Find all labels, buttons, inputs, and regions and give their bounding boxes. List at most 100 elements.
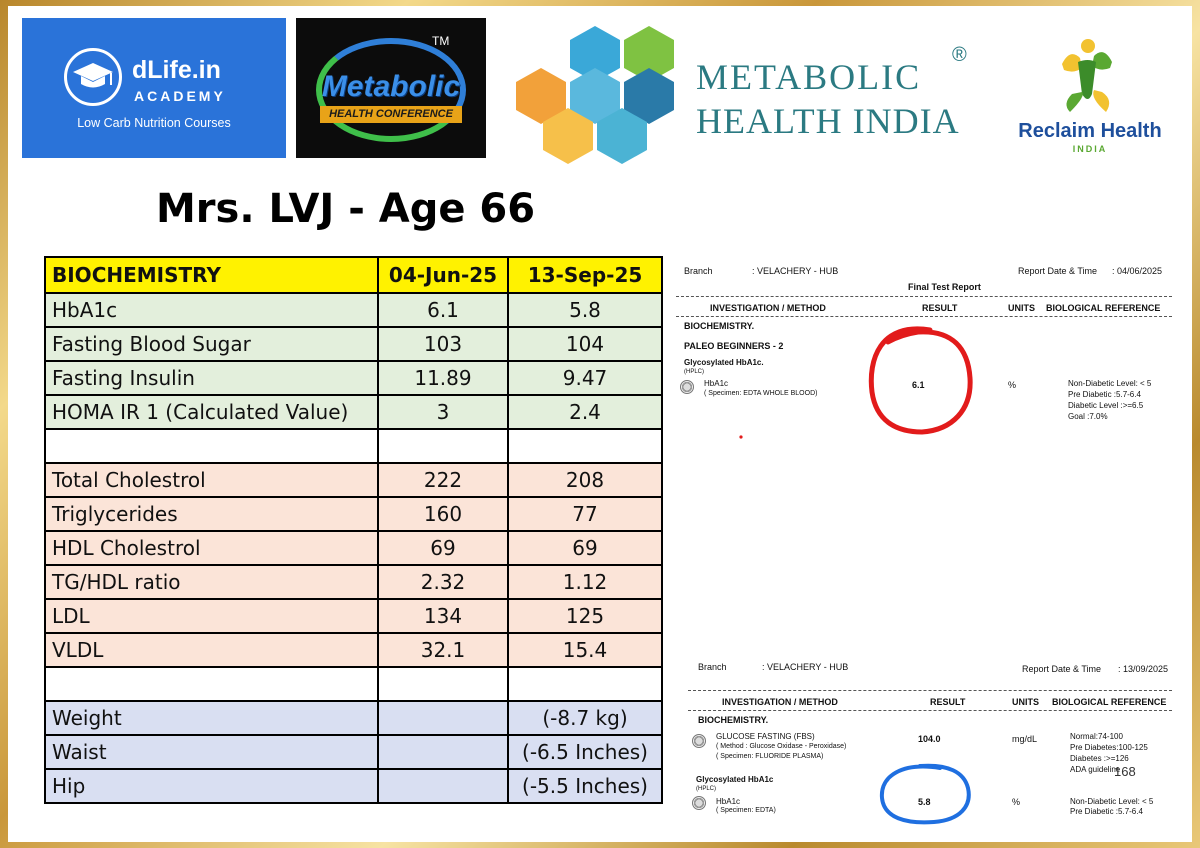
test-group: Glycosylated HbA1c (696, 775, 774, 784)
table-cell: 77 (507, 496, 663, 532)
table-cell (377, 666, 509, 702)
table-cell (44, 666, 379, 702)
report-date-label: Report Date & Time (1018, 266, 1098, 276)
patient-title: Mrs. LVJ - Age 66 (156, 186, 536, 232)
table-row: Waist (-6.5 Inches) (44, 734, 663, 770)
ref-line: Diabetic Level :>=6.5 (1068, 401, 1144, 410)
red-mark-dot (739, 435, 743, 439)
table-cell: Weight (44, 700, 379, 736)
strong-figure-icon (1062, 39, 1112, 112)
conference-title: Metabolic (321, 70, 461, 103)
table-cell: 2.32 (377, 564, 509, 600)
test-method: (HPLC) (684, 369, 705, 375)
dashed-rule (676, 296, 1172, 297)
dashed-rule (688, 690, 1172, 691)
trademark-mark: TM (432, 34, 450, 48)
table-row (44, 428, 663, 464)
test-name: HbA1c (716, 797, 741, 806)
report-date-value: : 04/06/2025 (1112, 266, 1163, 276)
package-name: PALEO BEGINNERS - 2 (684, 341, 784, 351)
branch-label: Branch (698, 662, 727, 672)
table-row (44, 666, 663, 702)
conference-subtitle: HEALTH CONFERENCE (320, 106, 462, 123)
table-cell: Total Cholestrol (44, 462, 379, 498)
result-unit: mg/dL (1012, 734, 1038, 744)
table-cell: Fasting Blood Sugar (44, 326, 379, 362)
col-bio-ref: BIOLOGICAL REFERENCE (1046, 303, 1161, 313)
table-row: Hip (-5.5 Inches) (44, 768, 663, 804)
test-group: Glycosylated HbA1c. (684, 358, 764, 367)
ref-line: ADA guideline (1070, 765, 1121, 774)
ref-line: Goal :7.0% (1068, 412, 1108, 421)
lab-seal-icon (680, 380, 694, 394)
col-units: UNITS (1012, 697, 1039, 707)
reclaim-name: Reclaim Health (1018, 120, 1162, 142)
table-row: VLDL 32.1 15.4 (44, 632, 663, 668)
report-date-label: Report Date & Time (1022, 664, 1102, 674)
reclaim-health-logo: Reclaim Health INDIA (1010, 30, 1170, 156)
dlife-academy: ACADEMY (134, 88, 226, 104)
table-row: HbA1c 6.1 5.8 (44, 292, 663, 328)
table-cell (377, 768, 509, 804)
table-cell: 134 (377, 598, 509, 634)
graduation-cap-icon (64, 48, 122, 106)
table-row: Fasting Blood Sugar 103 104 (44, 326, 663, 362)
table-cell (44, 428, 379, 464)
table-row: Total Cholestrol 222 208 (44, 462, 663, 498)
dashed-rule (688, 710, 1172, 711)
test-method: ( Method : Glucose Oxidase - Peroxidase) (716, 743, 847, 750)
metabolic-health-india-emblem (508, 26, 688, 164)
table-cell: VLDL (44, 632, 379, 668)
table-cell: (-5.5 Inches) (507, 768, 663, 804)
table-cell (377, 428, 509, 464)
table-cell (377, 734, 509, 770)
dashed-rule (676, 316, 1172, 317)
table-cell: 15.4 (507, 632, 663, 668)
registered-mark: ® (952, 44, 967, 66)
table-cell: 125 (507, 598, 663, 634)
table-cell: 32.1 (377, 632, 509, 668)
table-cell: 160 (377, 496, 509, 532)
table-cell: LDL (44, 598, 379, 634)
result-unit: % (1012, 797, 1021, 807)
table-cell: 104 (507, 326, 663, 362)
test-method: (HPLC) (696, 786, 717, 792)
table-cell: HDL Cholestrol (44, 530, 379, 566)
report-date-value: : 13/09/2025 (1118, 664, 1169, 674)
mhi-title-line2: HEALTH INDIA (696, 101, 960, 141)
result-value: 6.1 (912, 380, 925, 390)
table-cell (507, 428, 663, 464)
col-units: UNITS (1008, 303, 1035, 313)
table-cell: Fasting Insulin (44, 360, 379, 396)
red-highlight-circle (868, 326, 973, 435)
col-result: RESULT (922, 303, 958, 313)
table-cell: 1.12 (507, 564, 663, 600)
table-cell: (-6.5 Inches) (507, 734, 663, 770)
result-unit: % (1008, 380, 1017, 390)
section-title: BIOCHEMISTRY. (684, 321, 755, 331)
blue-highlight-circle (879, 763, 971, 825)
table-cell: 2.4 (507, 394, 663, 430)
table-row: Fasting Insulin 11.89 9.47 (44, 360, 663, 396)
ref-line: Diabetes :>=126 (1070, 754, 1129, 763)
result-value: 104.0 (918, 734, 941, 744)
table-row: HDL Cholestrol 69 69 (44, 530, 663, 566)
table-row: TG/HDL ratio 2.32 1.12 (44, 564, 663, 600)
table-row: LDL 134 125 (44, 598, 663, 634)
specimen: ( Specimen: EDTA) (716, 807, 776, 814)
table-row: HOMA IR 1 (Calculated Value) 3 2.4 (44, 394, 663, 430)
table-cell: HOMA IR 1 (Calculated Value) (44, 394, 379, 430)
section-title: BIOCHEMISTRY. (698, 715, 769, 725)
col-bio-ref: BIOLOGICAL REFERENCE (1052, 697, 1167, 707)
table-cell: 103 (377, 326, 509, 362)
table-cell: Waist (44, 734, 379, 770)
branch-label: Branch (684, 266, 713, 276)
col-investigation: INVESTIGATION / METHOD (722, 697, 838, 707)
table-cell (507, 666, 663, 702)
ref-line: Pre Diabetic :5.7-6.4 (1070, 807, 1143, 816)
reclaim-sub: INDIA (1072, 144, 1108, 154)
branch-value: : VELACHERY - HUB (762, 662, 849, 672)
table-header-cell: 04-Jun-25 (377, 256, 509, 294)
table-row: Triglycerides 160 77 (44, 496, 663, 532)
table-cell: 6.1 (377, 292, 509, 328)
